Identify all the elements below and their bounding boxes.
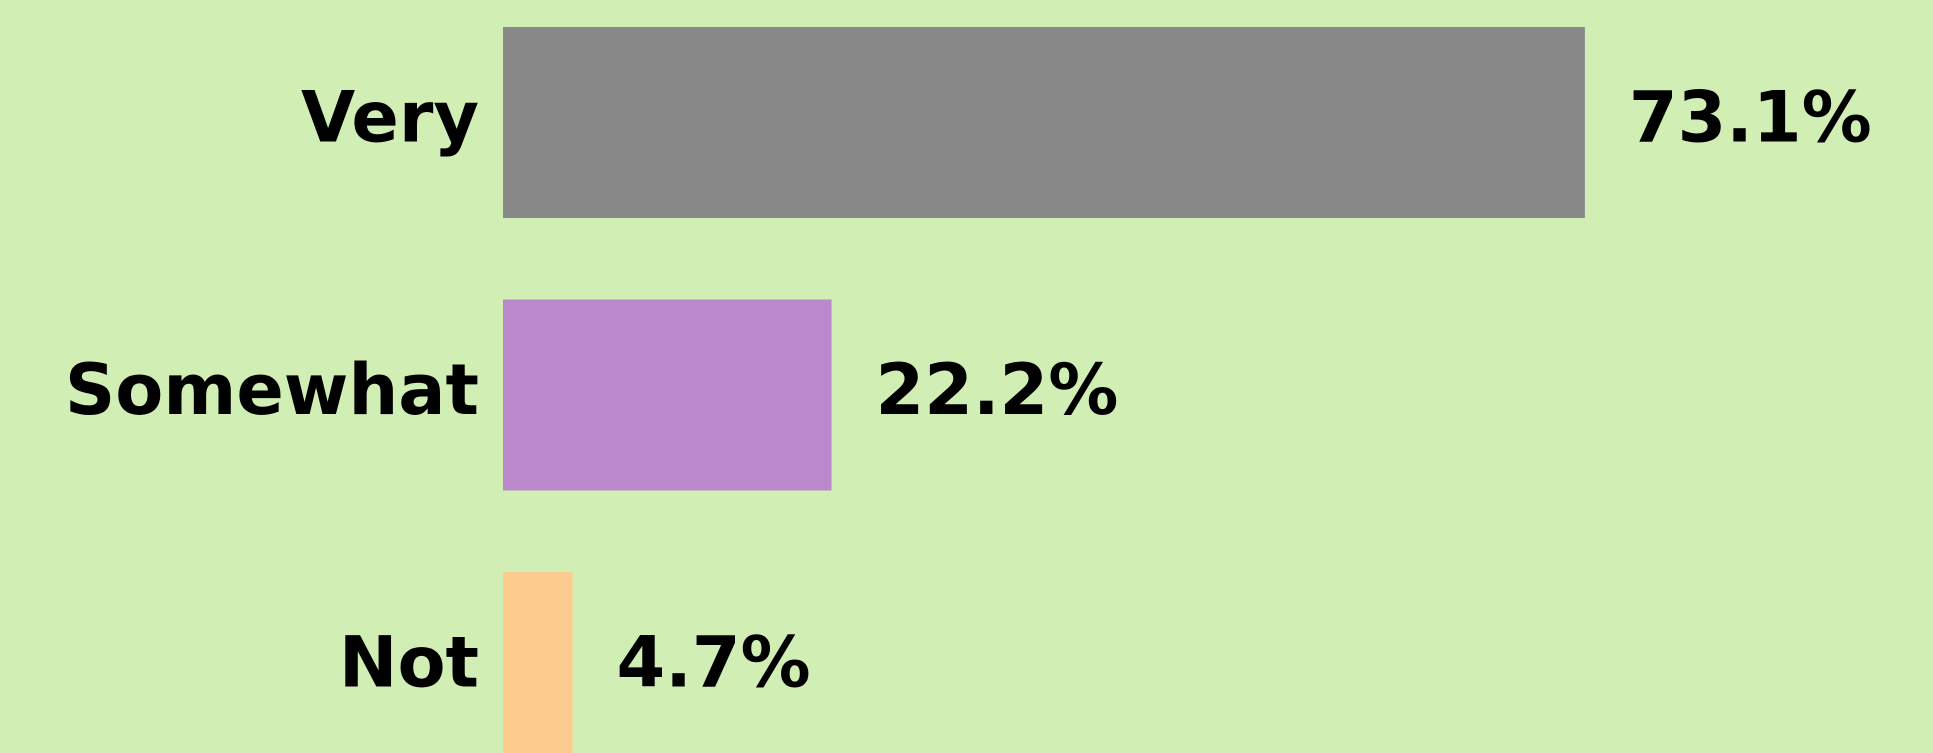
value-label: 73.1% [1629, 77, 1872, 159]
value-label: 22.2% [876, 349, 1119, 431]
value-label: 4.7% [617, 622, 811, 704]
category-label: Very [301, 77, 479, 159]
bar [503, 299, 832, 491]
category-label: Not [339, 622, 479, 704]
bar [503, 572, 573, 753]
bar [503, 27, 1585, 218]
category-label: Somewhat [65, 349, 479, 431]
